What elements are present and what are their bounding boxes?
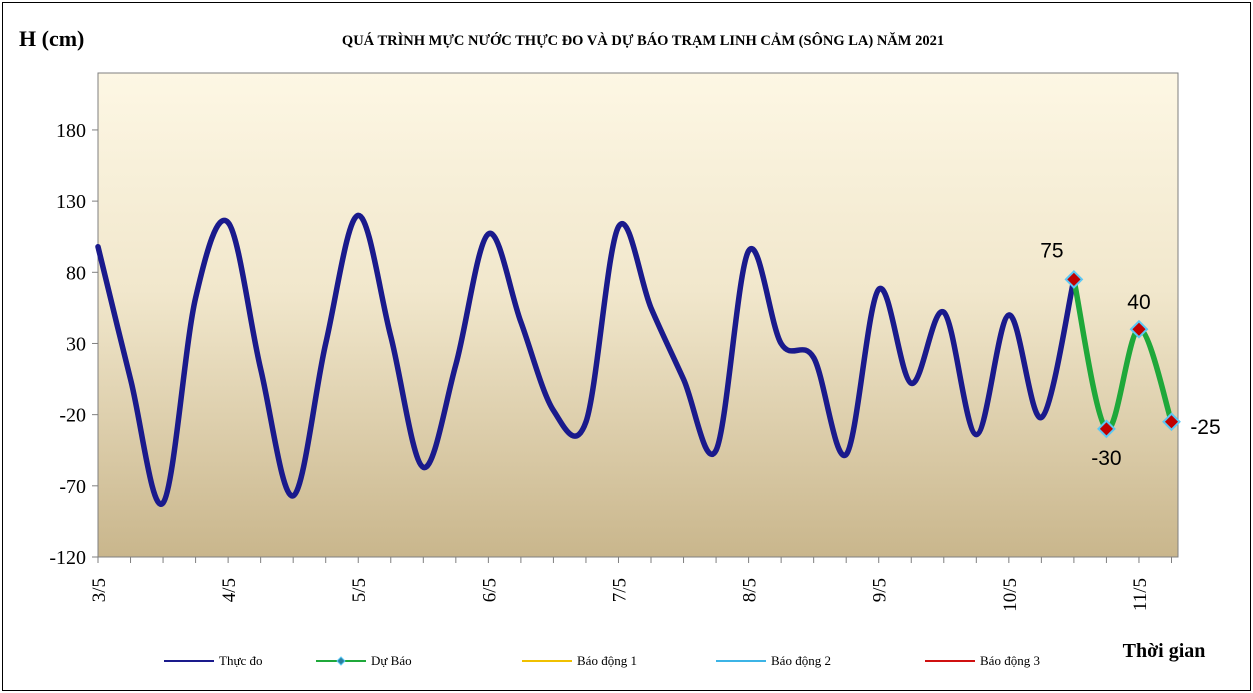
x-tick-label: 3/5 (89, 578, 110, 602)
y-axis-unit-label: H (cm) (19, 26, 84, 51)
legend-marker (336, 656, 346, 666)
forecast-point-marker (1064, 269, 1084, 289)
x-tick-label: 7/5 (609, 578, 630, 602)
chart-title: QUÁ TRÌNH MỰC NƯỚC THỰC ĐO VÀ DỰ BÁO TRẠ… (342, 32, 944, 49)
forecast-data-label: 40 (1127, 291, 1150, 314)
y-tick-label: -20 (59, 405, 86, 427)
x-tick-label: 4/5 (219, 578, 240, 602)
axes-layer: -120 -70 -20 30 80 130 180 3/5 4/5 5/5 6/5 7/5 8/5 9/… (49, 120, 1172, 612)
forecast-data-label: 75 (1040, 239, 1063, 262)
legend-label: Dự Báo (371, 653, 412, 668)
y-tick-label: 130 (56, 191, 86, 213)
y-tick-label: -70 (59, 476, 86, 498)
x-tick-label: 5/5 (349, 578, 370, 602)
forecast-point-marker (1129, 319, 1149, 339)
y-tick-label: 30 (66, 333, 86, 355)
forecast-point-marker (1097, 419, 1116, 439)
forecast-point-marker (1162, 412, 1181, 432)
x-tick-label: 11/5 (1130, 578, 1151, 611)
forecast-data-label: -25 (1190, 416, 1220, 439)
legend-label: Thực đo (219, 653, 263, 668)
x-tick-label: 9/5 (870, 578, 891, 602)
x-tick-label: 10/5 (1000, 578, 1021, 612)
legend-label: Báo động 2 (771, 653, 831, 668)
legend: Thực đo Dự Báo Báo động 1 Báo động 2 Báo độn… (164, 653, 1040, 668)
x-tick-label: 6/5 (479, 578, 500, 602)
plot-area (97, 72, 1179, 558)
y-tick-label: -120 (49, 547, 86, 569)
legend-label: Báo động 3 (980, 653, 1040, 668)
forecast-data-label: -30 (1091, 447, 1121, 470)
x-tick-label: 8/5 (740, 578, 761, 602)
series-layer: 75 -30 40 -25 (95, 212, 1221, 507)
y-tick-label: 180 (56, 120, 86, 142)
x-axis-label: Thời gian (1123, 640, 1206, 662)
legend-label: Báo động 1 (577, 653, 637, 668)
forecast-series-line (1071, 276, 1175, 432)
y-tick-label: 80 (66, 262, 86, 284)
observed-series-line (95, 212, 1077, 507)
